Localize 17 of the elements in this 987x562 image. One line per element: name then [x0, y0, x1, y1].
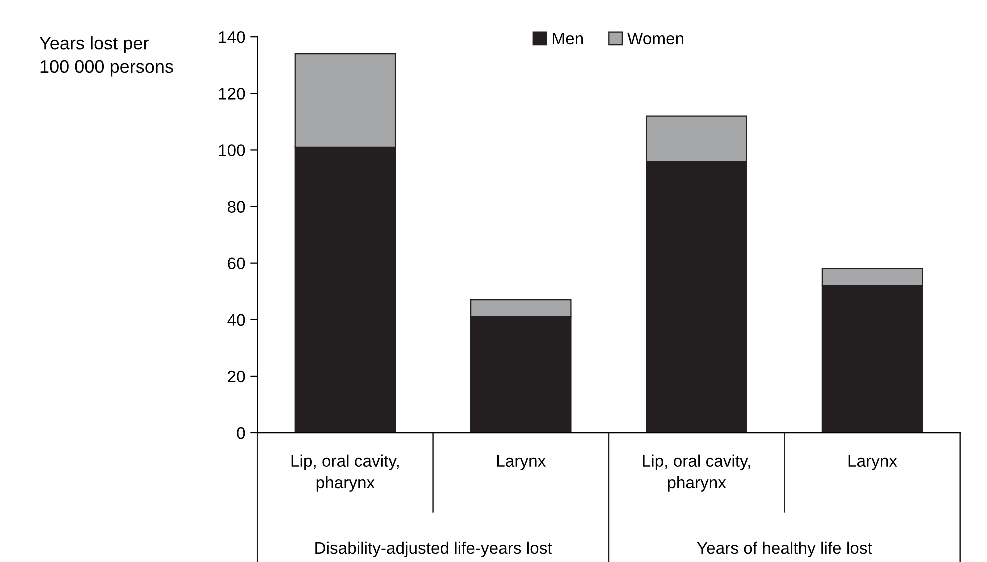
y-tick-label: 0: [237, 427, 246, 440]
y-tick-label: 20: [228, 370, 246, 383]
y-tick-label: 60: [228, 258, 246, 270]
y-tick-label: 80: [228, 201, 246, 213]
legend-label: Women: [628, 32, 684, 45]
legend-label: Men: [553, 32, 584, 45]
y-tick-label: 140: [219, 31, 246, 44]
y-tick-label: 100: [219, 144, 246, 156]
y-axis-title: Years lost per 100 000 persons: [40, 36, 174, 77]
text: Years of healthy life lost: [697, 542, 872, 558]
x-tick-label: Larynx: [497, 455, 546, 470]
y-tick-label: 40: [228, 314, 246, 326]
x-tick-label: Lip, oral cavity, pharynx: [643, 454, 750, 492]
x-tick-label: Larynx: [848, 455, 898, 470]
y-tick-label: 120: [219, 88, 246, 100]
x-tick-label: Lip, oral cavity, pharynx: [292, 454, 399, 492]
text: Disability-adjusted life-years lost: [316, 542, 552, 558]
